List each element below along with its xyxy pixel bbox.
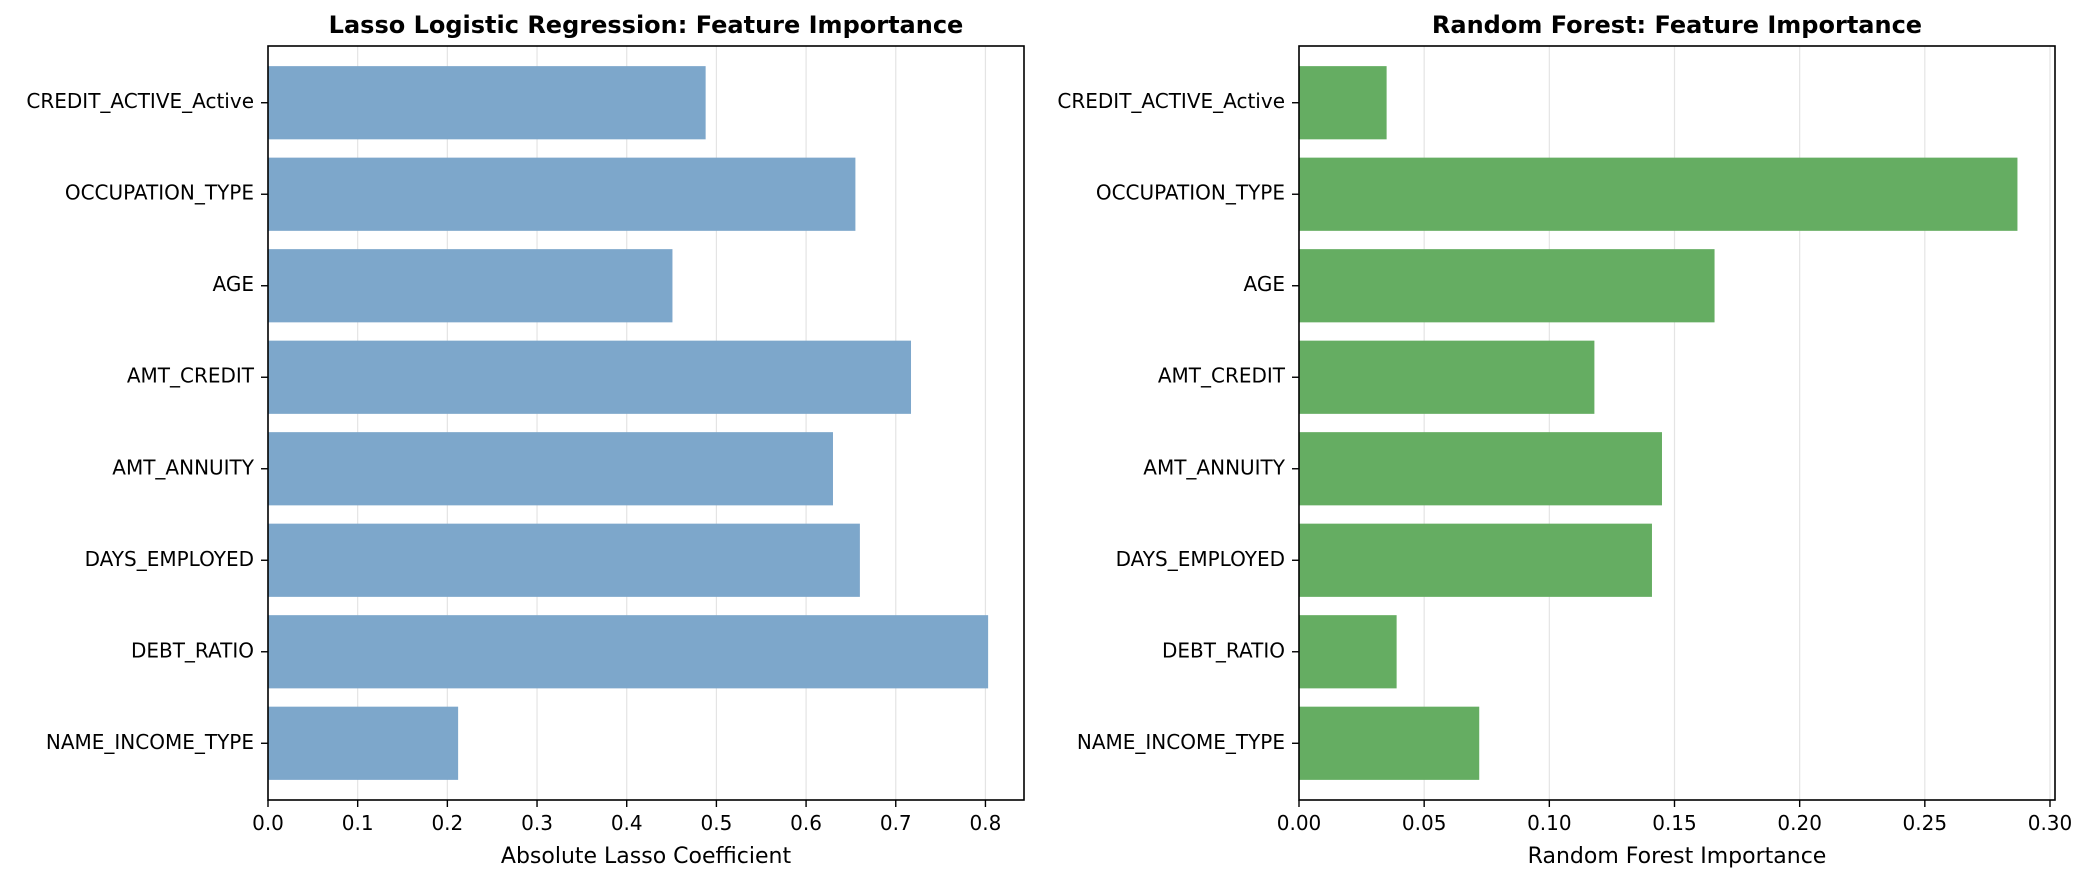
random-forest-bar (1299, 615, 1397, 689)
lasso-y-tick-label: CREDIT_ACTIVE_Active (26, 89, 254, 113)
lasso-y-tick-labels: CREDIT_ACTIVE_Active OCCUPATION_TYPE AGE AM… (26, 89, 268, 754)
lasso-axes-frame (267, 45, 1025, 801)
random-forest-x-tick-label: 0.25 (1903, 811, 1948, 835)
lasso-bars (268, 66, 989, 780)
random-forest-x-axis-label: Random Forest Importance (1528, 844, 1827, 869)
lasso-x-tick-label: 0.8 (970, 811, 1002, 835)
lasso-bar (268, 249, 673, 323)
lasso-y-tick-label: AMT_ANNUITY (112, 455, 255, 479)
random-forest-y-tick-label: AMT_CREDIT (1158, 364, 1286, 388)
lasso-bar (268, 340, 912, 414)
random-forest-y-tick-label: OCCUPATION_TYPE (1096, 181, 1285, 205)
lasso-x-tick-label: 0.5 (700, 811, 732, 835)
lasso-y-tick-label: DAYS_EMPLOYED (85, 547, 254, 571)
random-forest-y-tick-label: CREDIT_ACTIVE_Active (1057, 89, 1285, 113)
random-forest-chart-title: Random Forest: Feature Importance (1432, 11, 1922, 39)
random-forest-bars (1299, 66, 2018, 780)
lasso-x-tick-label: 0.3 (521, 811, 553, 835)
random-forest-bar (1299, 157, 2018, 231)
random-forest-axes-frame (1298, 45, 2056, 801)
random-forest-bar (1299, 706, 1480, 780)
lasso-bar (268, 432, 833, 506)
lasso-x-tick-label: 0.4 (611, 811, 643, 835)
random-forest-bar (1299, 66, 1387, 140)
lasso-chart-title: Lasso Logistic Regression: Feature Impor… (329, 11, 964, 39)
random-forest-x-tick-label: 0.15 (1652, 811, 1697, 835)
random-forest-x-tick-label: 0.00 (1277, 811, 1322, 835)
lasso-x-axis-label: Absolute Lasso Coefficient (501, 844, 792, 869)
lasso-bar (268, 615, 989, 689)
lasso-x-tick-label: 0.2 (431, 811, 463, 835)
random-forest-x-tick-label: 0.05 (1402, 811, 1447, 835)
lasso-x-tick-label: 0.6 (790, 811, 822, 835)
lasso-y-tick-label: NAME_INCOME_TYPE (46, 730, 254, 754)
lasso-y-tick-label: DEBT_RATIO (131, 638, 254, 662)
random-forest-x-tick-label: 0.30 (2028, 811, 2073, 835)
lasso-y-tick-label: OCCUPATION_TYPE (65, 181, 254, 205)
random-forest-importance-chart: CREDIT_ACTIVE_Active OCCUPATION_TYPE AGE AM… (1057, 11, 2072, 869)
lasso-x-tick-label: 0.7 (880, 811, 912, 835)
lasso-bar (268, 523, 860, 597)
lasso-bar (268, 706, 459, 780)
random-forest-y-tick-label: AMT_ANNUITY (1143, 455, 1286, 479)
lasso-y-tick-label: AMT_CREDIT (127, 364, 255, 388)
lasso-bar (268, 66, 706, 140)
lasso-x-tick-labels: 0.0 0.1 0.2 0.3 0.4 0.5 0.6 0.7 0.8 (252, 800, 1001, 835)
lasso-x-tick-label: 0.1 (342, 811, 374, 835)
random-forest-y-tick-label: DEBT_RATIO (1162, 638, 1285, 662)
random-forest-y-tick-label: AGE (1244, 272, 1285, 296)
lasso-bar (268, 157, 856, 231)
random-forest-y-tick-label: DAYS_EMPLOYED (1116, 547, 1285, 571)
random-forest-x-tick-labels: 0.00 0.05 0.10 0.15 0.20 0.25 0.30 (1277, 800, 2073, 835)
lasso-y-tick-label: AGE (213, 272, 254, 296)
lasso-importance-chart: CREDIT_ACTIVE_Active OCCUPATION_TYPE AGE AM… (26, 11, 1025, 869)
random-forest-y-tick-label: NAME_INCOME_TYPE (1077, 730, 1285, 754)
random-forest-bar (1299, 432, 1662, 506)
random-forest-bar (1299, 523, 1652, 597)
random-forest-bar (1299, 249, 1715, 323)
lasso-x-tick-label: 0.0 (252, 811, 284, 835)
random-forest-x-tick-label: 0.20 (1777, 811, 1822, 835)
random-forest-bar (1299, 340, 1595, 414)
random-forest-y-tick-labels: CREDIT_ACTIVE_Active OCCUPATION_TYPE AGE AM… (1057, 89, 1299, 754)
random-forest-x-tick-label: 0.10 (1527, 811, 1572, 835)
